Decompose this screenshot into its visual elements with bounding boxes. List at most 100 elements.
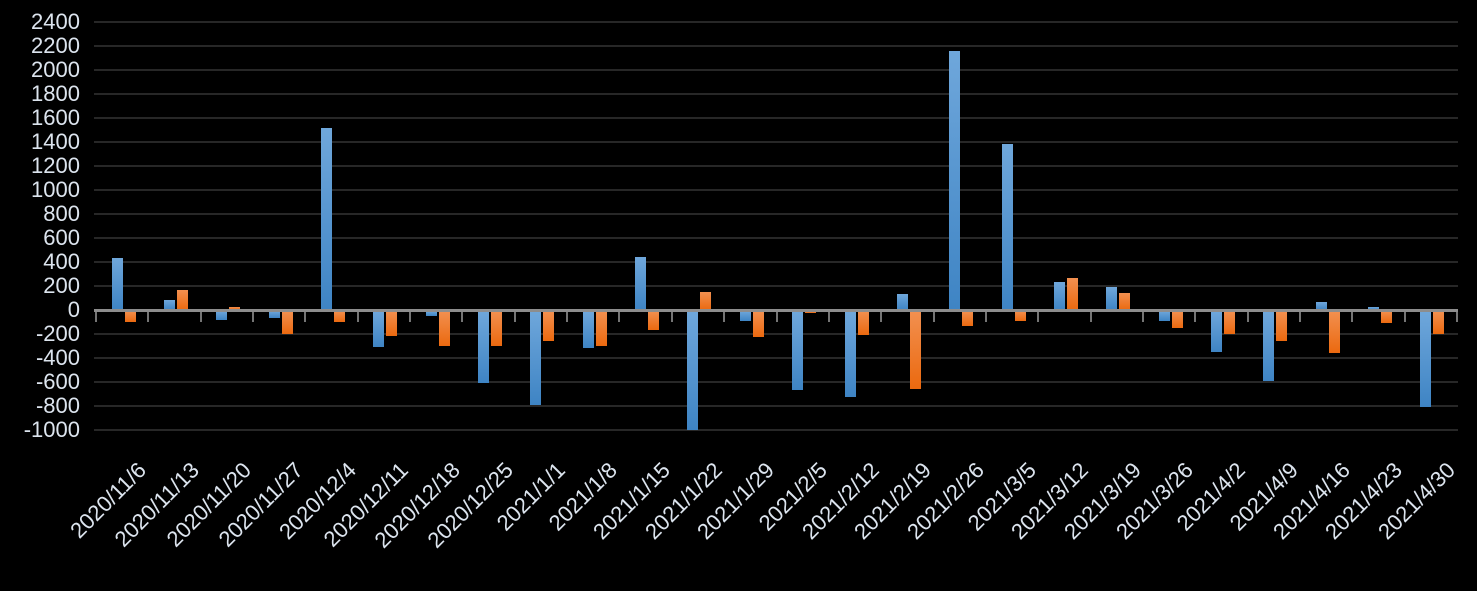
x-axis-tick <box>1456 312 1458 322</box>
bar-orange <box>229 307 240 310</box>
bar-blue <box>530 311 541 405</box>
bar-orange <box>1276 311 1287 341</box>
y-axis-tick-label: -400 <box>35 345 80 370</box>
y-axis-tick-label: 1200 <box>31 153 80 178</box>
bar-blue <box>373 311 384 347</box>
x-axis-tick <box>1090 312 1092 322</box>
bar-blue <box>1211 311 1222 352</box>
gridline <box>94 357 1458 359</box>
y-axis-tick-label: 600 <box>43 225 80 250</box>
bar-blue <box>897 294 908 310</box>
x-axis-tick <box>304 312 306 322</box>
bar-blue <box>845 311 856 397</box>
x-axis-tick <box>671 312 673 322</box>
gridline <box>94 21 1458 23</box>
bar-orange <box>543 311 554 341</box>
bar-orange <box>1433 311 1444 334</box>
bar-blue <box>164 300 175 310</box>
bar-orange <box>1224 311 1235 334</box>
bar-blue <box>583 311 594 348</box>
x-axis-tick <box>95 312 97 322</box>
bar-orange <box>177 290 188 310</box>
bar-orange <box>125 311 136 322</box>
bar-orange <box>805 311 816 313</box>
bar-orange <box>1172 311 1183 328</box>
bar-blue <box>426 311 437 316</box>
bar-blue <box>1263 311 1274 381</box>
bar-blue <box>1159 311 1170 321</box>
y-axis-tick-label: 1800 <box>31 81 80 106</box>
bar-orange <box>910 311 921 389</box>
bar-blue <box>216 311 227 320</box>
x-axis-tick <box>200 312 202 322</box>
bar-orange <box>1329 311 1340 353</box>
x-axis-tick <box>1194 312 1196 322</box>
y-axis-tick-label: 2400 <box>31 9 80 34</box>
bar-orange <box>491 311 502 346</box>
x-axis-tick <box>618 312 620 322</box>
bar-orange <box>386 311 397 336</box>
bar-orange <box>753 311 764 337</box>
y-axis-tick-label: -800 <box>35 393 80 418</box>
x-axis-tick <box>933 312 935 322</box>
bar-blue <box>1316 302 1327 310</box>
y-axis-tick-label: 1000 <box>31 177 80 202</box>
x-axis-tick <box>566 312 568 322</box>
gridline <box>94 189 1458 191</box>
bar-blue <box>321 128 332 310</box>
x-axis-tick <box>461 312 463 322</box>
bar-blue <box>949 51 960 310</box>
x-axis-tick <box>252 312 254 322</box>
gridline <box>94 261 1458 263</box>
bar-blue <box>792 311 803 390</box>
bar-blue <box>269 311 280 318</box>
bar-blue <box>1002 144 1013 310</box>
y-axis-tick-label: 800 <box>43 201 80 226</box>
bar-blue <box>1420 311 1431 407</box>
bar-blue <box>635 257 646 310</box>
gridline <box>94 333 1458 335</box>
gridline <box>94 429 1458 431</box>
bar-blue <box>478 311 489 383</box>
bar-orange <box>1381 311 1392 323</box>
x-axis-tick <box>147 312 149 322</box>
gridline <box>94 381 1458 383</box>
bar-blue <box>1368 307 1379 310</box>
y-axis-tick-label: 1600 <box>31 105 80 130</box>
y-axis-tick-label: 2000 <box>31 57 80 82</box>
y-axis-tick-label: -200 <box>35 321 80 346</box>
bar-orange <box>1015 311 1026 321</box>
bar-orange <box>282 311 293 334</box>
gridline <box>94 165 1458 167</box>
bar-orange <box>858 311 869 335</box>
bar-orange <box>334 311 345 322</box>
x-axis-tick <box>880 312 882 322</box>
bar-blue <box>687 311 698 430</box>
x-axis-tick <box>723 312 725 322</box>
y-axis-tick-label: -600 <box>35 369 80 394</box>
x-axis-tick <box>828 312 830 322</box>
gridline <box>94 141 1458 143</box>
x-axis-tick <box>409 312 411 322</box>
bar-blue <box>112 258 123 310</box>
bar-orange <box>596 311 607 346</box>
y-axis-tick-label: 1400 <box>31 129 80 154</box>
bar-orange <box>962 311 973 326</box>
bar-orange <box>1067 278 1078 310</box>
y-axis-tick-label: -1000 <box>23 417 80 442</box>
y-axis-tick-label: 200 <box>43 273 80 298</box>
gridline <box>94 45 1458 47</box>
y-axis-tick-label: 400 <box>43 249 80 274</box>
y-axis-tick-label: 0 <box>67 297 80 322</box>
x-axis-tick <box>1037 312 1039 322</box>
gridline <box>94 405 1458 407</box>
x-axis-tick <box>1247 312 1249 322</box>
x-axis-tick <box>514 312 516 322</box>
gridline <box>94 117 1458 119</box>
bar-blue <box>1106 287 1117 310</box>
bar-orange <box>648 311 659 330</box>
y-axis-tick-label: 2200 <box>31 33 80 58</box>
x-axis-tick <box>776 312 778 322</box>
x-axis-tick <box>1299 312 1301 322</box>
